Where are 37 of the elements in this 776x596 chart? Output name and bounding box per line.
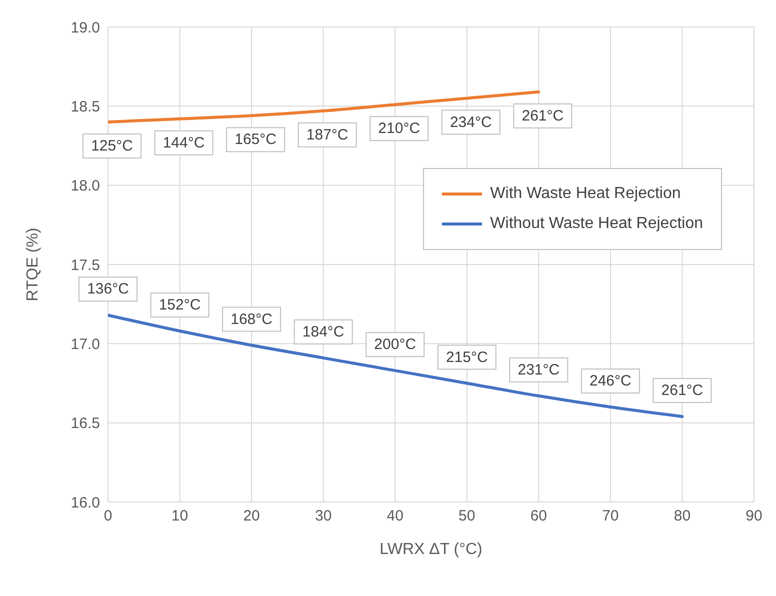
y-tick-label: 17.0 — [70, 336, 100, 353]
annotation: 200°C — [374, 336, 416, 354]
x-tick-label: 20 — [243, 508, 260, 525]
x-tick-label: 60 — [530, 508, 548, 525]
annotation: 144°C — [162, 134, 205, 152]
annotation: 210°C — [378, 120, 420, 138]
annotation: 261°C — [661, 382, 704, 399]
annotation: 184°C — [302, 323, 344, 340]
x-tick-label: 10 — [171, 508, 188, 525]
legend-label: With Waste Heat Rejection — [490, 185, 681, 203]
annotation: 165°C — [234, 131, 277, 148]
annotation: 125°C — [91, 138, 134, 154]
x-tick-label: 40 — [386, 508, 404, 525]
y-tick-label: 19.0 — [70, 19, 100, 36]
annotation: 246°C — [590, 372, 632, 390]
x-tick-label: 90 — [746, 508, 762, 525]
y-tick-label: 16.0 — [70, 494, 100, 512]
x-tick-label: 30 — [314, 508, 332, 525]
y-tick-label: 18.5 — [70, 98, 100, 116]
annotation: 261°C — [522, 107, 564, 124]
y-axis-title: RTQE (%) — [24, 228, 42, 302]
legend-label: Without Waste Heat Rejection — [490, 215, 703, 233]
annotation: 234°C — [450, 114, 492, 131]
y-tick-label: 17.5 — [70, 256, 100, 274]
annotation: 231°C — [518, 361, 560, 378]
y-tick-label: 16.5 — [70, 415, 100, 432]
annotation: 215°C — [446, 348, 488, 366]
x-tick-label: 70 — [602, 508, 619, 525]
y-tick-label: 18.0 — [70, 178, 100, 195]
x-axis-title: LWRX ΔT (°C) — [380, 541, 482, 558]
annotation: 168°C — [230, 310, 273, 328]
x-tick-label: 0 — [104, 508, 112, 525]
annotation: 152°C — [158, 296, 201, 314]
annotation: 187°C — [306, 126, 348, 144]
x-tick-label: 80 — [674, 508, 691, 525]
annotation: 136°C — [87, 280, 130, 298]
x-tick-label: 50 — [458, 508, 476, 525]
